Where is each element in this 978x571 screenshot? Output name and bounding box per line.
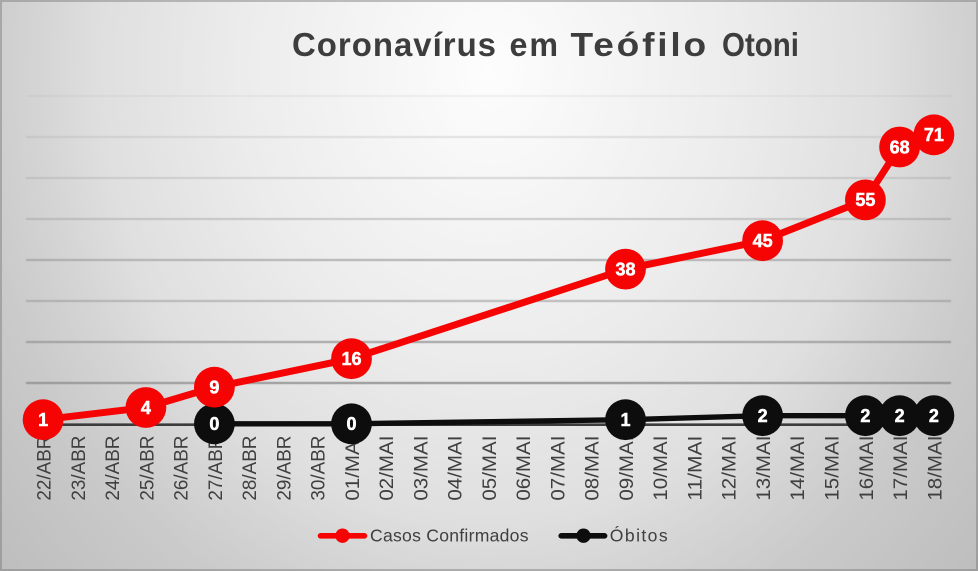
svg-text:22/ABR: 22/ABR xyxy=(35,436,56,501)
svg-text:4: 4 xyxy=(141,398,151,418)
svg-text:26/ABR: 26/ABR xyxy=(172,436,193,501)
svg-text:08/MAI: 08/MAI xyxy=(583,436,604,501)
svg-text:1: 1 xyxy=(38,410,48,430)
svg-text:12/MAI: 12/MAI xyxy=(720,436,741,501)
svg-text:13/MAI: 13/MAI xyxy=(754,436,775,501)
svg-text:1: 1 xyxy=(620,410,630,430)
svg-text:09/MAI: 09/MAI xyxy=(617,436,638,501)
svg-text:45: 45 xyxy=(753,231,773,251)
svg-text:0: 0 xyxy=(346,414,356,434)
svg-text:07/MAI: 07/MAI xyxy=(548,436,569,501)
svg-text:28/ABR: 28/ABR xyxy=(240,436,261,501)
svg-text:02/MAI: 02/MAI xyxy=(377,436,398,501)
svg-text:Óbitos: Óbitos xyxy=(610,525,669,546)
svg-text:2: 2 xyxy=(929,406,939,426)
svg-text:01/MAI: 01/MAI xyxy=(343,436,364,501)
svg-text:Casos Confirmados: Casos Confirmados xyxy=(370,526,529,546)
svg-text:23/ABR: 23/ABR xyxy=(69,436,90,501)
svg-text:24/ABR: 24/ABR xyxy=(103,436,124,501)
svg-text:14/MAI: 14/MAI xyxy=(788,436,809,501)
svg-text:16/MAI: 16/MAI xyxy=(857,436,878,501)
svg-text:10/MAI: 10/MAI xyxy=(651,436,672,501)
svg-text:05/MAI: 05/MAI xyxy=(480,436,501,501)
svg-text:29/ABR: 29/ABR xyxy=(274,436,295,501)
svg-text:2: 2 xyxy=(860,406,870,426)
svg-text:11/MAI: 11/MAI xyxy=(686,436,707,501)
svg-text:2: 2 xyxy=(758,406,768,426)
svg-text:38: 38 xyxy=(615,259,635,279)
svg-text:25/ABR: 25/ABR xyxy=(137,436,158,501)
svg-text:9: 9 xyxy=(209,378,219,398)
svg-text:2: 2 xyxy=(895,406,905,426)
svg-text:27/ABR: 27/ABR xyxy=(206,436,227,501)
svg-text:17/MAI: 17/MAI xyxy=(891,436,912,501)
svg-text:15/MAI: 15/MAI xyxy=(823,436,844,501)
svg-text:03/MAI: 03/MAI xyxy=(411,436,432,501)
svg-text:16: 16 xyxy=(341,349,361,369)
svg-text:0: 0 xyxy=(209,414,219,434)
svg-text:71: 71 xyxy=(924,125,944,145)
svg-text:04/MAI: 04/MAI xyxy=(446,436,467,501)
svg-text:30/ABR: 30/ABR xyxy=(309,436,330,501)
svg-text:06/MAI: 06/MAI xyxy=(514,436,535,501)
svg-text:55: 55 xyxy=(855,190,875,210)
svg-text:18/MAI: 18/MAI xyxy=(925,436,946,501)
svg-text:68: 68 xyxy=(890,137,910,157)
